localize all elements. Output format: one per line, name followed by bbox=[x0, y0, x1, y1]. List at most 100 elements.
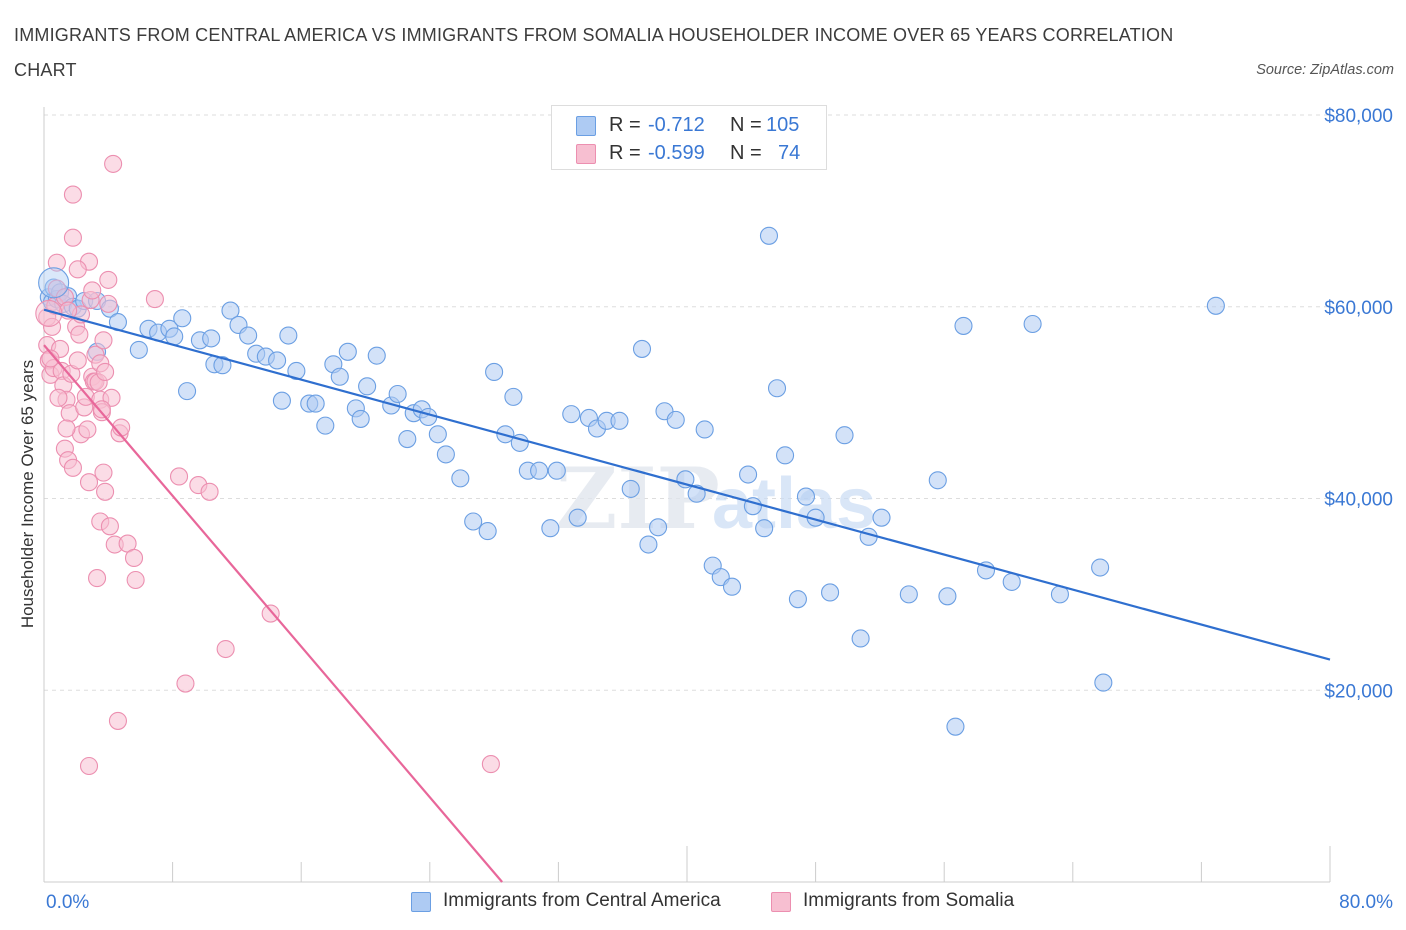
point-somalia bbox=[79, 756, 99, 776]
point-somalia bbox=[94, 463, 113, 482]
point-somalia bbox=[57, 419, 76, 438]
point-central-america bbox=[695, 420, 714, 439]
point-central-america bbox=[436, 445, 455, 464]
point-somalia bbox=[216, 639, 235, 659]
grid-layer bbox=[44, 114, 1330, 691]
point-central-america bbox=[419, 407, 438, 427]
point-central-america bbox=[541, 519, 560, 538]
point-somalia bbox=[41, 349, 60, 368]
point-central-america bbox=[367, 346, 386, 365]
point-central-america bbox=[928, 471, 947, 490]
point-central-america bbox=[268, 351, 287, 370]
point-central-america bbox=[178, 382, 197, 401]
legend-r-value: -0.599 bbox=[648, 142, 705, 164]
legend-r-label: R = bbox=[609, 114, 641, 136]
point-somalia bbox=[63, 185, 82, 204]
point-central-america bbox=[821, 583, 840, 602]
point-central-america bbox=[316, 416, 335, 435]
point-somalia bbox=[68, 260, 87, 279]
legend-r-value: -0.712 bbox=[648, 114, 705, 136]
point-somalia bbox=[49, 388, 68, 407]
point-somalia bbox=[68, 351, 87, 370]
point-central-america bbox=[767, 379, 787, 398]
point-somalia bbox=[104, 154, 123, 173]
series-swatch-blue bbox=[411, 892, 431, 912]
point-central-america bbox=[272, 391, 291, 410]
point-central-america bbox=[639, 535, 658, 554]
series-legend-label: Immigrants from Central America bbox=[443, 890, 721, 911]
legend-n-label: N = bbox=[730, 142, 762, 164]
point-somalia bbox=[100, 517, 119, 536]
point-central-america bbox=[428, 425, 447, 444]
point-somalia bbox=[94, 331, 113, 350]
axes-layer: $20,000 $40,000 $60,000 $80,000 0.0% 80.0% bbox=[43, 106, 1393, 913]
y-tick-label: $80,000 bbox=[1324, 106, 1393, 127]
point-central-america bbox=[621, 479, 640, 498]
point-somalia bbox=[63, 458, 82, 477]
point-central-america bbox=[649, 518, 668, 537]
point-central-america bbox=[568, 508, 587, 527]
point-central-america bbox=[562, 405, 581, 424]
point-central-america bbox=[1002, 572, 1021, 591]
point-somalia bbox=[169, 467, 189, 486]
series-legend-label: Immigrants from Somalia bbox=[803, 890, 1015, 911]
point-central-america bbox=[835, 426, 854, 445]
y-tick-label: $20,000 bbox=[1324, 681, 1393, 702]
point-central-america bbox=[287, 361, 306, 381]
point-central-america bbox=[722, 577, 742, 596]
point-central-america bbox=[451, 469, 470, 488]
watermark-atlas: atlas bbox=[712, 464, 876, 544]
point-central-america bbox=[796, 487, 816, 506]
point-central-america bbox=[666, 410, 685, 429]
legend-n-value: 74 bbox=[778, 142, 801, 164]
point-central-america bbox=[954, 316, 973, 335]
point-somalia bbox=[124, 548, 144, 567]
point-central-america bbox=[1206, 296, 1225, 315]
point-central-america bbox=[306, 394, 325, 413]
point-central-america bbox=[398, 430, 417, 449]
point-central-america bbox=[739, 465, 758, 484]
point-central-america bbox=[213, 356, 232, 375]
legend-n-value: 105 bbox=[766, 114, 800, 136]
y-tick-label: $60,000 bbox=[1324, 298, 1393, 319]
point-central-america bbox=[530, 461, 549, 480]
point-somalia bbox=[126, 570, 145, 590]
x-tick-label: 0.0% bbox=[46, 892, 89, 913]
point-central-america bbox=[358, 377, 377, 396]
chart-title: IMMIGRANTS FROM CENTRAL AMERICA VS IMMIG… bbox=[14, 25, 1174, 80]
point-central-america bbox=[485, 362, 504, 381]
point-central-america bbox=[202, 329, 221, 348]
point-somalia bbox=[83, 281, 102, 300]
point-central-america bbox=[755, 519, 774, 538]
point-central-america bbox=[388, 384, 407, 404]
source-label: Source: ZipAtlas.com bbox=[1256, 62, 1394, 78]
point-somalia bbox=[145, 290, 164, 309]
legend-n-label: N = bbox=[730, 114, 762, 136]
point-central-america bbox=[38, 267, 70, 299]
point-somalia bbox=[99, 294, 118, 313]
point-central-america bbox=[1023, 314, 1042, 334]
point-central-america bbox=[279, 326, 298, 345]
point-central-america bbox=[1094, 673, 1113, 692]
point-central-america bbox=[946, 717, 965, 736]
point-somalia bbox=[108, 711, 127, 730]
point-somalia bbox=[87, 569, 107, 588]
point-central-america bbox=[464, 512, 483, 531]
trendline-central-america bbox=[43, 308, 1331, 661]
point-somalia bbox=[92, 400, 111, 419]
point-somalia bbox=[47, 253, 66, 272]
point-central-america bbox=[859, 527, 878, 546]
legend-r-label: R = bbox=[609, 142, 641, 164]
point-somalia bbox=[99, 270, 118, 289]
x-tick-label: 80.0% bbox=[1339, 892, 1393, 913]
point-somalia bbox=[481, 755, 500, 774]
point-central-america bbox=[872, 508, 891, 527]
point-central-america bbox=[478, 522, 497, 541]
point-central-america bbox=[610, 411, 629, 430]
point-central-america bbox=[1091, 558, 1110, 577]
legend-row-central-america: R = -0.712 N = 105 bbox=[552, 111, 826, 139]
trendline-somalia bbox=[43, 344, 503, 883]
point-central-america bbox=[330, 367, 349, 386]
point-somalia bbox=[96, 362, 115, 381]
